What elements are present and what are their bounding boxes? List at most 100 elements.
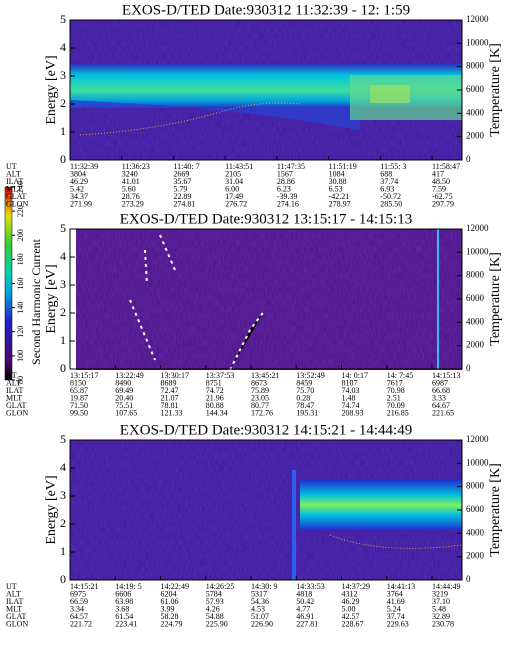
row-value: 688: [380, 169, 392, 178]
row-value: 71.50: [70, 401, 88, 410]
row-value: 14:41:13: [387, 582, 415, 591]
row-value: 80.77: [251, 401, 269, 410]
row-value: 3.99: [161, 604, 175, 613]
y-tick-label: 2: [60, 96, 66, 110]
row-value: 14:22:49: [161, 582, 189, 591]
row-value: 417: [432, 169, 444, 178]
row-value: 46.29: [70, 177, 88, 186]
row-value: 22.89: [173, 192, 191, 201]
row-label: UT: [6, 162, 17, 171]
row-value: 54.88: [206, 612, 224, 621]
row-value: 30.88: [329, 177, 347, 186]
row-value: 23.05: [251, 393, 269, 402]
row-value: 31.04: [225, 177, 243, 186]
row-value: 225.90: [206, 619, 228, 628]
row-value: 46.91: [296, 612, 314, 621]
row-value: 14:26:25: [206, 582, 234, 591]
row-value: 13:30:17: [161, 371, 189, 380]
row-value: 14:15:13: [432, 371, 460, 380]
y2-tick-label: 0: [466, 363, 471, 373]
row-value: 14:37:29: [342, 582, 370, 591]
row-label: ILAT: [6, 386, 23, 395]
row-value: 8490: [115, 378, 131, 387]
row-value: 21.96: [206, 393, 224, 402]
row-label: UT: [6, 582, 17, 591]
row-label: ALT: [6, 589, 21, 598]
y2-tick-label: 8000: [466, 270, 485, 280]
row-value: 11:36:23: [122, 162, 150, 171]
row-value: 66.68: [432, 386, 450, 395]
row-value: 4818: [296, 589, 312, 598]
row-value: 6606: [115, 589, 131, 598]
y-tick-label: 1: [60, 544, 66, 558]
row-value: 46.29: [342, 597, 360, 606]
row-value: 41.69: [387, 597, 405, 606]
row-value: 72.47: [161, 386, 179, 395]
row-value: 21.07: [161, 393, 179, 402]
row-value: 221.65: [432, 408, 454, 417]
y-tick-label: 0: [60, 152, 66, 166]
row-value: 0.28: [296, 393, 310, 402]
row-value: 3.68: [115, 604, 129, 613]
y2-tick-label: 8000: [466, 481, 485, 491]
y2-tick-label: 10000: [466, 37, 489, 47]
row-value: 13:15:17: [70, 371, 98, 380]
row-label: ILAT: [6, 597, 23, 606]
row-value: 11:51:19: [329, 162, 357, 171]
row-value: 20.40: [115, 393, 133, 402]
y2-tick-label: 10000: [466, 457, 489, 467]
row-value: 58.28: [161, 612, 179, 621]
row-value: 14:15:21: [70, 582, 98, 591]
y2-tick-label: 4000: [466, 527, 485, 537]
row-value: 14:33:53: [296, 582, 324, 591]
row-value: 4312: [342, 589, 358, 598]
row-value: 6.93: [380, 184, 394, 193]
y-tick-label: 1: [60, 333, 66, 347]
row-value: 2669: [173, 169, 189, 178]
row-value: 8150: [70, 378, 86, 387]
y-tick-label: 2: [60, 516, 66, 530]
row-value: 37.74: [380, 177, 398, 186]
colorbar-tick-label: 180: [16, 253, 25, 265]
row-label: ILAT: [6, 177, 23, 186]
y2-tick-label: 12000: [466, 434, 489, 444]
colorbar-tick-label: 240: [16, 181, 25, 193]
row-value: 14: 0:17: [342, 371, 368, 380]
row-value: 297.79: [432, 199, 454, 208]
row-value: -42.21: [329, 192, 350, 201]
panel-title: EXOS-D/TED Date:930312 14:15:21 - 14:44:…: [120, 422, 412, 438]
row-label: ALT: [6, 169, 21, 178]
colorbar-tick-label: 160: [16, 278, 25, 290]
row-value: 13:52:49: [296, 371, 324, 380]
row-value: 144.34: [206, 408, 228, 417]
row-value: 8689: [161, 378, 177, 387]
row-value: 14: 7:45: [387, 371, 413, 380]
row-value: 3804: [70, 169, 86, 178]
colorbar-tick-label: 120: [16, 326, 25, 338]
row-value: 13:22:49: [115, 371, 143, 380]
row-value: 274.81: [173, 199, 195, 208]
row-value: 208.93: [342, 408, 364, 417]
row-value: 37.10: [432, 597, 450, 606]
row-value: 8673: [251, 378, 267, 387]
row-value: 5317: [251, 589, 267, 598]
row-value: 5784: [206, 589, 222, 598]
y-tick-label: 0: [60, 572, 66, 586]
y-tick-label: 5: [60, 432, 66, 446]
row-value: 1567: [277, 169, 293, 178]
y-tick-label: 1: [60, 124, 66, 138]
row-value: 64.67: [432, 401, 450, 410]
y-tick-label: 4: [60, 460, 66, 474]
row-value: 271.99: [70, 199, 92, 208]
row-value: 63.98: [115, 597, 133, 606]
row-label: GLON: [6, 619, 28, 628]
y2-axis-label: Temperature [K]: [488, 252, 503, 345]
row-value: 48.50: [432, 177, 450, 186]
row-value: 5.79: [173, 184, 187, 193]
y2-tick-label: 0: [466, 574, 471, 584]
row-value: 228.67: [342, 619, 364, 628]
panel-title: EXOS-D/TED Date:930312 11:32:39 - 12: 1:…: [122, 2, 410, 18]
row-value: 7.59: [432, 184, 446, 193]
row-value: 3.33: [432, 393, 446, 402]
